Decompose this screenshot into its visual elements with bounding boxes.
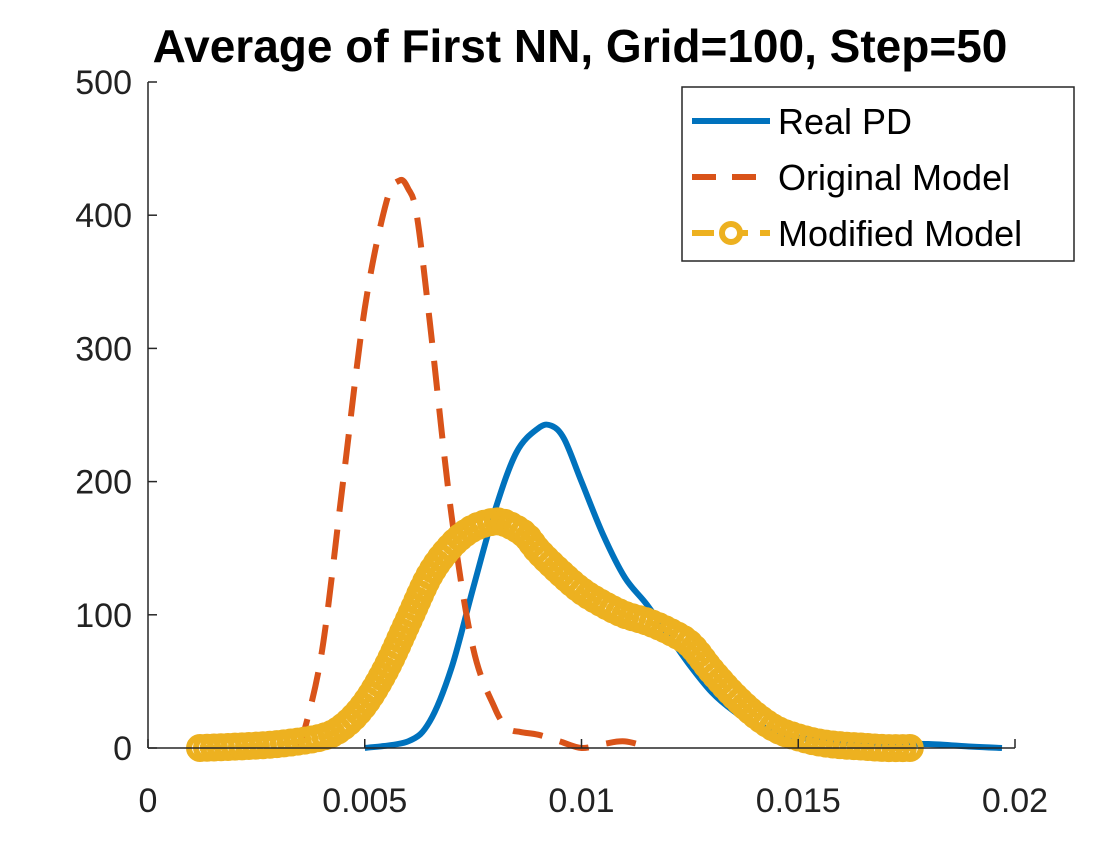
y-tick-label: 500 — [75, 64, 132, 102]
x-tick-label: 0.015 — [756, 782, 841, 820]
legend-label: Original Model — [778, 157, 1010, 198]
legend-item-1: Original Model — [692, 157, 1010, 198]
y-tick-label: 300 — [75, 330, 132, 368]
axes: 0 0.005 0.01 0.015 0.02 0 100 200 300 400 500 — [75, 64, 1048, 820]
legend-item-2: Modified Model — [692, 213, 1022, 254]
legend-marker — [719, 221, 743, 245]
legend-label: Modified Model — [778, 213, 1022, 254]
x-tick-label: 0.01 — [548, 782, 614, 820]
x-tick-label: 0.005 — [322, 782, 407, 820]
x-tick-label: 0.02 — [982, 782, 1048, 820]
y-tick-label: 100 — [75, 597, 132, 635]
y-tick-label: 0 — [113, 730, 132, 768]
series-line — [296, 177, 652, 752]
series-1 — [296, 177, 652, 752]
chart-title: Average of First NN, Grid=100, Step=50 — [153, 20, 1008, 72]
y-tick-label: 400 — [75, 197, 132, 235]
series-2 — [186, 507, 924, 763]
series-0 — [364, 421, 1003, 751]
x-tick-label: 0 — [139, 782, 158, 820]
legend-item-0: Real PD — [692, 101, 912, 142]
legend-label: Real PD — [778, 101, 912, 142]
series-line — [364, 421, 1003, 751]
legend: Real PD Original Model Modified Model — [681, 86, 1075, 262]
plot-area — [186, 177, 1003, 763]
y-tick-label: 200 — [75, 464, 132, 502]
